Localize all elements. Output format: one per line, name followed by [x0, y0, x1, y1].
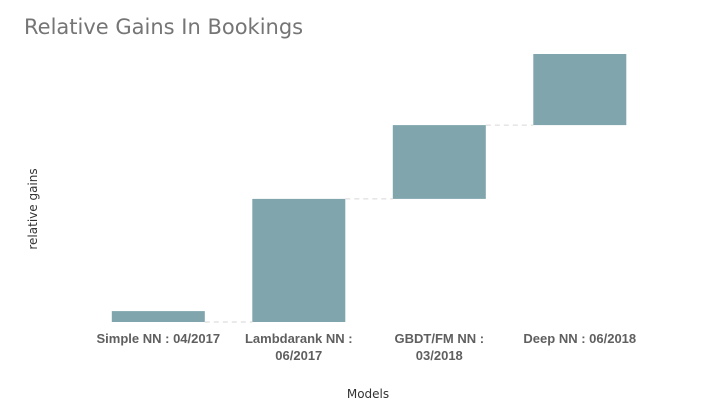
connectors-group — [204, 124, 534, 323]
x-tick-label-2: Lambdarank NN : 06/2017 — [245, 331, 353, 363]
x-tick-label-1: Simple NN : 04/2017 — [97, 331, 221, 346]
x-axis-label: Models — [347, 387, 389, 401]
bar-4 — [533, 54, 627, 126]
bar-3 — [392, 125, 486, 199]
bar-2 — [252, 198, 346, 322]
bar-1 — [111, 311, 205, 322]
x-tick-label-line: Deep NN : 06/2018 — [523, 331, 636, 346]
x-tick-labels: Simple NN : 04/2017 Lambdarank NN : 06/201… — [97, 331, 637, 363]
bars-group — [111, 54, 627, 322]
y-axis-label: relative gains — [26, 168, 40, 249]
x-tick-label-line: 03/2018 — [416, 348, 463, 363]
x-tick-label-line: Simple NN : 04/2017 — [97, 331, 221, 346]
x-tick-label-3: GBDT/FM NN : 03/2018 — [395, 331, 485, 363]
x-tick-label-4: Deep NN : 06/2018 — [523, 331, 636, 346]
x-tick-label-line: 06/2017 — [275, 348, 322, 363]
chart-title: Relative Gains In Bookings — [24, 15, 303, 39]
x-tick-label-line: GBDT/FM NN : — [395, 331, 485, 346]
x-tick-label-line: Lambdarank NN : — [245, 331, 353, 346]
